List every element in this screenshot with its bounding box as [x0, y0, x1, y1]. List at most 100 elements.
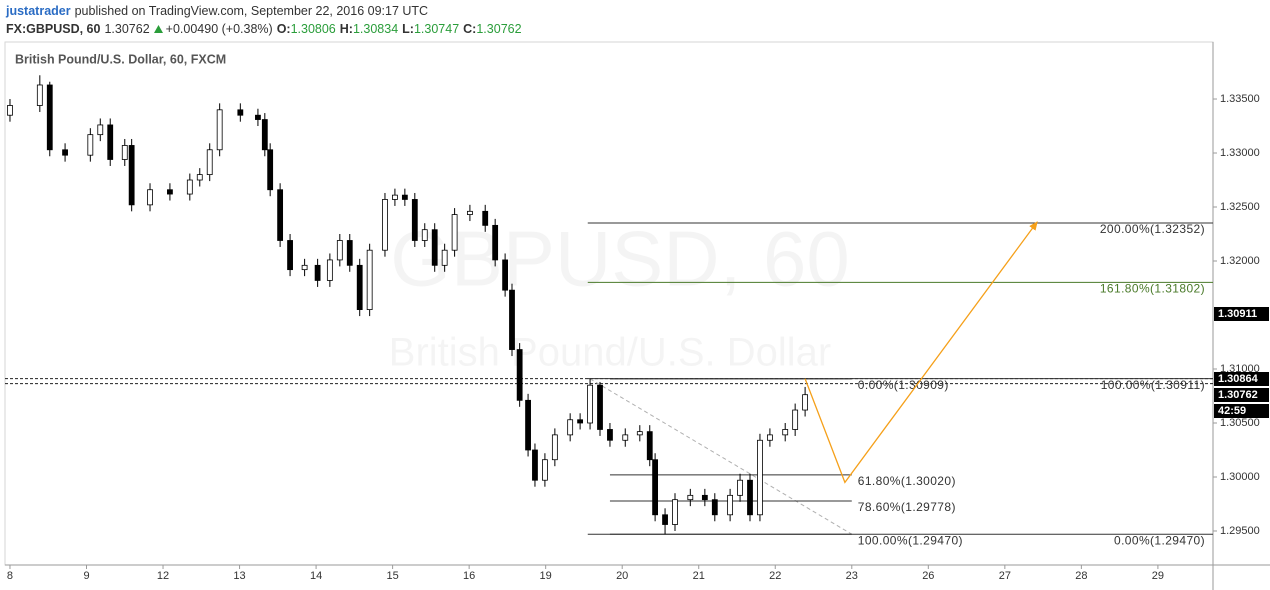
candle-body: [128, 145, 135, 206]
candle-body: [652, 459, 659, 516]
candle-body: [451, 214, 458, 251]
candle-body: [701, 494, 708, 501]
candle-body: [356, 264, 363, 311]
fib-label: 200.00%(1.32352): [1100, 222, 1205, 236]
candle-body: [336, 240, 343, 261]
candle-body: [727, 494, 734, 516]
candle-body: [314, 264, 321, 281]
y-tick-label: 1.29500: [1220, 525, 1260, 537]
x-tick-label: 8: [7, 570, 13, 582]
candle-body: [277, 189, 284, 241]
watermark-name: British Pound/U.S. Dollar: [389, 331, 831, 375]
y-tick-label: 1.33000: [1220, 147, 1260, 159]
candle-body: [802, 394, 809, 411]
candle-body: [567, 419, 574, 436]
header-line-2: FX:GBPUSD, 60 1.30762 +0.00490 (+0.38%) O:1…: [6, 20, 526, 38]
candle-body: [255, 114, 261, 120]
price-badge-label: 1.30864: [1218, 373, 1259, 385]
low: 1.30747: [413, 22, 460, 36]
candle-body: [196, 174, 203, 181]
price-badge-label: 42:59: [1218, 405, 1246, 417]
fib-label: 100.00%(1.29470): [858, 533, 963, 547]
candle-body: [711, 499, 718, 516]
candle-body: [411, 199, 418, 241]
candle-body: [662, 514, 668, 525]
y-tick-label: 1.30500: [1220, 417, 1260, 429]
candle-body: [509, 289, 515, 350]
candle-body: [121, 145, 128, 160]
watermark-symbol: GBPUSD, 60: [390, 215, 850, 303]
candle-body: [551, 434, 558, 461]
candle-body: [301, 264, 308, 271]
price-badge: [1214, 307, 1269, 321]
candle-body: [431, 229, 438, 266]
candle-body: [237, 109, 244, 116]
x-tick-label: 16: [463, 570, 475, 582]
x-tick-label: 9: [83, 570, 89, 582]
price-badge: [1214, 372, 1269, 386]
fib-label: 161.80%(1.31802): [1100, 282, 1205, 296]
candle-body: [636, 431, 643, 436]
x-tick-label: 14: [310, 570, 322, 582]
y-tick-label: 1.32000: [1220, 255, 1260, 267]
x-tick-label: 15: [386, 570, 398, 582]
x-tick-label: 20: [616, 570, 628, 582]
candle-body: [687, 494, 694, 501]
y-tick-label: 1.31000: [1220, 363, 1260, 375]
candle-body: [267, 149, 274, 191]
header-line-1: justatrader published on TradingView.com,…: [6, 2, 526, 20]
chart-legend: British Pound/U.S. Dollar, 60, FXCM: [15, 52, 226, 66]
candle-body: [7, 105, 13, 116]
x-tick-label: 28: [1075, 570, 1087, 582]
x-tick-label: 19: [540, 570, 552, 582]
fib-label: 100.00%(1.30911): [1101, 378, 1205, 392]
projection-line: [804, 221, 1038, 484]
candle-body: [767, 434, 773, 441]
change: +0.00490 (+0.38%): [165, 22, 273, 36]
author[interactable]: justatrader: [6, 4, 71, 18]
candle-body: [622, 434, 629, 441]
h-label: H:: [339, 22, 353, 36]
candle-body: [542, 459, 548, 481]
candle-body: [672, 499, 678, 525]
o-label: O:: [276, 22, 291, 36]
price-badge-label: 1.30911: [1218, 308, 1257, 320]
x-tick-label: 12: [157, 570, 169, 582]
candle-body: [577, 419, 584, 424]
fib-label: 61.80%(1.30020): [858, 474, 956, 488]
trend-line: [589, 378, 853, 535]
candle-body: [525, 399, 531, 451]
candle-body: [467, 210, 473, 215]
candle-body: [366, 249, 373, 311]
candle-body: [62, 149, 68, 156]
candle-body: [206, 149, 213, 176]
c-label: C:: [463, 22, 477, 36]
x-tick-label: 27: [999, 570, 1011, 582]
candle-body: [382, 199, 388, 251]
candle-body: [392, 194, 398, 200]
candle-body: [646, 431, 653, 461]
x-tick-label: 29: [1152, 570, 1164, 582]
up-icon: [153, 25, 163, 33]
candle-body: [587, 384, 593, 424]
candle-body: [216, 109, 223, 151]
y-tick-label: 1.30000: [1220, 471, 1260, 483]
candle-body: [597, 384, 603, 430]
x-tick-label: 21: [693, 570, 705, 582]
high: 1.30834: [352, 22, 399, 36]
candle-body: [747, 479, 753, 516]
candle-body: [46, 84, 53, 151]
candle-body: [147, 189, 153, 206]
candle-body: [401, 194, 408, 200]
symbol: FX:GBPUSD, 60: [6, 22, 101, 36]
x-tick-label: 13: [233, 570, 245, 582]
y-tick-label: 1.32500: [1220, 201, 1260, 213]
fib-label: 0.00%(1.29470): [1114, 533, 1205, 547]
candle-body: [421, 229, 428, 241]
candle-body: [516, 349, 523, 401]
plot-frame: [4, 41, 1214, 566]
candle-body: [792, 409, 799, 430]
candle-body: [482, 210, 489, 226]
